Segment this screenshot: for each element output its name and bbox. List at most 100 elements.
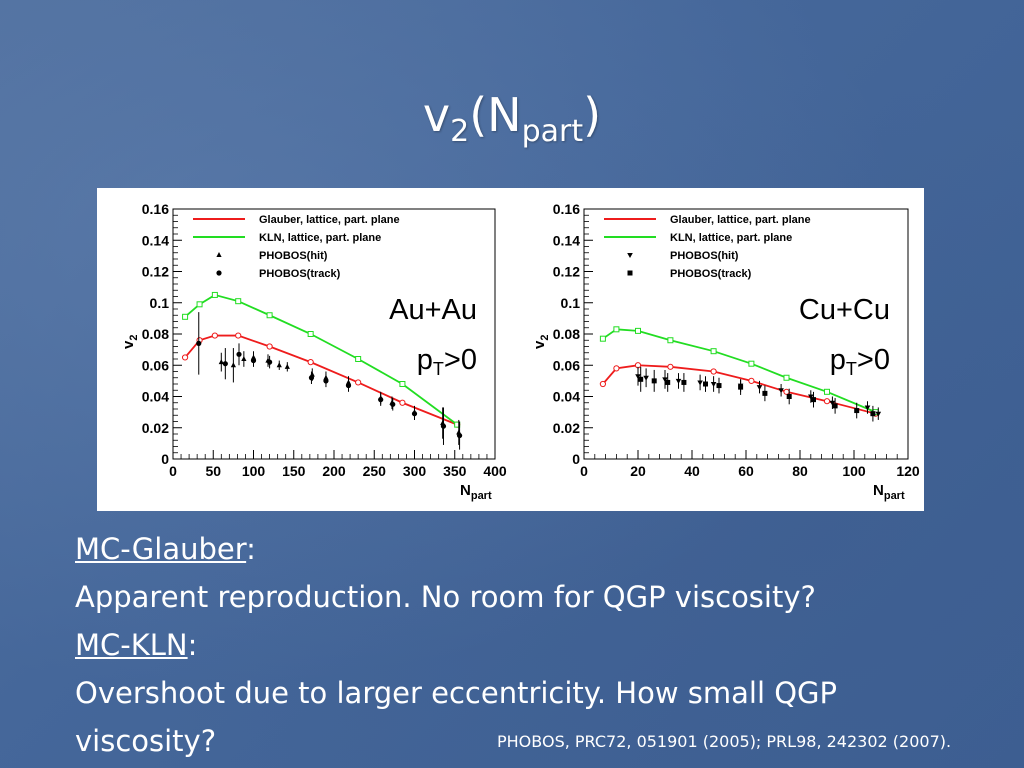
x-axis-title-sub: part: [471, 490, 492, 502]
x-tick-label: 100: [842, 463, 866, 479]
chart-au-au: 0 0.02 0.04 0.06 0.08 0.1 0.12 0.14 0.16 0 50 100 15…: [120, 201, 507, 502]
pt-cut-label: pT>0: [830, 344, 890, 379]
data-point: [786, 394, 792, 399]
pt-cut-label: pT>0: [417, 344, 477, 379]
y-axis-title: v2: [531, 335, 551, 349]
series-marker: [823, 398, 831, 405]
figure-panel: 0 0.02 0.04 0.06 0.08 0.1 0.12 0.14 0.16 0 50 100 15…: [97, 188, 924, 511]
series-marker: [667, 363, 674, 370]
pt-cut-main: p: [417, 344, 433, 376]
data-point: [762, 390, 768, 396]
data-point: [196, 340, 202, 346]
y-tick-label: 0.16: [553, 201, 580, 217]
y-tick-label: 0.12: [142, 264, 169, 280]
data-point: [778, 388, 784, 394]
pt-cut-main: p: [830, 344, 846, 376]
y-tick-label: 0.12: [553, 264, 580, 280]
series-marker: [710, 348, 717, 355]
data-point: [811, 397, 816, 403]
series-marker: [211, 332, 218, 339]
data-point: [276, 362, 282, 368]
data-point: [456, 432, 463, 439]
legend-label: KLN, lattice, part. plane: [259, 232, 381, 244]
slide-title: v2(Npart): [422, 88, 602, 149]
y-tick-label: 0.14: [553, 232, 580, 248]
series-marker: [783, 388, 790, 395]
data-point: [710, 382, 717, 387]
data-point: [222, 361, 228, 367]
y-axis-title-sub: 2: [128, 335, 140, 341]
kln-comment-line1: Overshoot due to larger eccentricity. Ho…: [75, 676, 838, 710]
y-tick-label: 0.04: [142, 389, 169, 405]
series-marker: [613, 365, 620, 372]
data-point: [323, 378, 329, 384]
y-tick-label: 0.02: [142, 420, 169, 436]
y-tick-label: 0: [161, 451, 169, 467]
legend-label: KLN, lattice, part. plane: [670, 232, 792, 244]
data-point: [284, 363, 290, 369]
series-marker: [355, 379, 362, 386]
data-point: [662, 377, 668, 383]
data-point: [643, 375, 649, 381]
pt-cut-end: >0: [857, 344, 890, 376]
system-label: Au+Au: [389, 294, 477, 326]
plot-frame: [172, 208, 496, 460]
data-point: [390, 401, 396, 407]
x-tick-label: 80: [792, 463, 808, 479]
x-axis-title: Npart: [460, 482, 492, 502]
body-text: MC-Glauber: Apparent reproduction. No ro…: [75, 525, 975, 765]
x-tick-label: 200: [322, 463, 346, 479]
x-axis-title: Npart: [873, 482, 905, 502]
series-marker: [181, 354, 189, 361]
data-point: [738, 384, 744, 390]
legend-swatch: [627, 253, 633, 258]
y-tick-label: 0.1: [561, 295, 581, 311]
x-tick-label: 0: [169, 463, 177, 479]
data-point: [875, 411, 882, 417]
x-tick-label: 40: [684, 463, 700, 479]
data-point: [681, 379, 687, 385]
legend-label: PHOBOS(track): [259, 268, 341, 280]
data-point: [829, 400, 836, 406]
legend-label: PHOBOS(hit): [259, 250, 328, 262]
series-marker: [599, 335, 606, 342]
y-tick-label: 0.06: [553, 357, 580, 373]
data-point: [638, 376, 644, 382]
data-point: [308, 375, 315, 381]
y-tick-label: 0.16: [142, 201, 169, 217]
legend-label: Glauber, lattice, part. plane: [670, 214, 811, 226]
data-point: [832, 403, 838, 409]
x-tick-label: 50: [205, 463, 221, 479]
data-point: [250, 357, 257, 364]
x-tick-label: 120: [896, 463, 920, 479]
series-marker: [266, 312, 273, 319]
y-tick-label: 0.08: [142, 326, 169, 342]
y-axis-title-sub: 2: [539, 335, 551, 341]
data-point: [716, 383, 722, 389]
y-tick-label: 0.02: [553, 420, 580, 436]
x-tick-label: 350: [443, 463, 467, 479]
x-tick-label: 100: [242, 463, 266, 479]
data-point: [703, 381, 708, 387]
data-point: [808, 394, 814, 400]
data-point: [697, 380, 703, 386]
series-marker: [235, 332, 242, 339]
legend-label: PHOBOS(hit): [670, 250, 739, 262]
system-label: Cu+Cu: [799, 294, 890, 326]
x-tick-label: 400: [483, 463, 507, 479]
y-tick-label: 0: [572, 451, 580, 467]
x-tick-label: 300: [403, 463, 427, 479]
pt-cut-sub: T: [846, 359, 857, 379]
series-marker: [824, 388, 830, 395]
data-point: [651, 378, 657, 384]
series-marker: [710, 368, 717, 375]
series-marker: [667, 337, 674, 344]
y-tick-label: 0.06: [142, 357, 169, 373]
kln-heading: MC-KLN:: [75, 628, 198, 662]
series-marker: [748, 360, 755, 367]
legend-swatch: [627, 270, 633, 276]
y-tick-label: 0.1: [150, 295, 170, 311]
series-marker: [599, 380, 607, 388]
data-point: [675, 378, 682, 384]
pt-cut-sub: T: [433, 359, 444, 379]
